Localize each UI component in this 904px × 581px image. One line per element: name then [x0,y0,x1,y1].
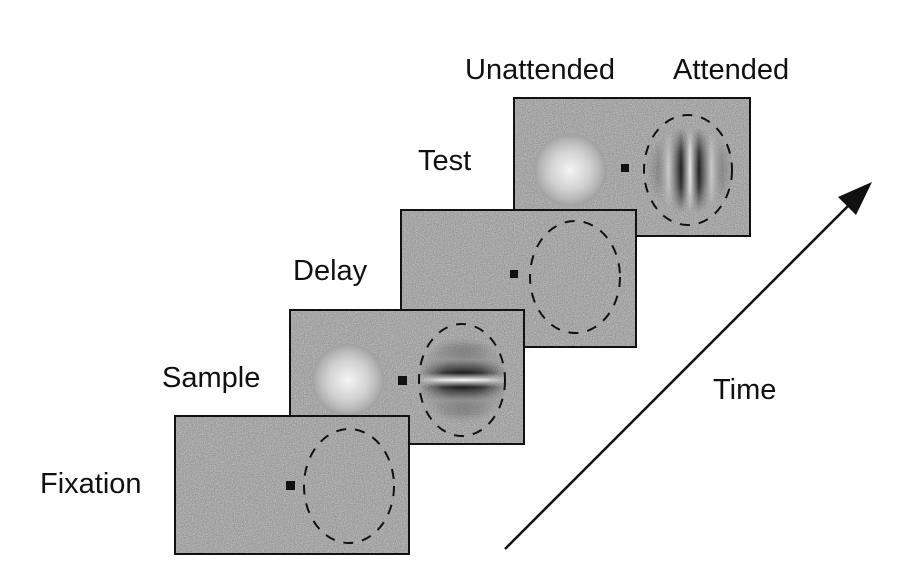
delay-attention-ring [529,220,621,334]
sample-label: Sample [162,362,261,394]
test-luminance-blob [534,134,606,206]
fixation-point [286,481,295,490]
test-attention-ring [643,114,733,226]
delay-fixation-point [510,270,518,278]
test-vertical-grating [645,127,735,213]
sample-attention-ring [418,323,506,437]
time-label: Time [713,374,777,406]
arrowhead-icon [838,182,872,215]
unattended-label: Unattended [465,54,615,86]
sample-luminance-blob [312,344,384,416]
test-fixation-point [621,164,629,172]
sample-fixation-point [398,376,407,385]
delay-label: Delay [293,255,368,287]
attended-label: Attended [673,54,790,86]
test-label: Test [418,145,472,177]
sample-horizontal-grating [418,336,508,424]
fixation-label: Fixation [40,468,142,500]
fixation-attention-ring [303,428,395,544]
fixation-screen [174,415,410,555]
time-arrow [504,182,872,550]
